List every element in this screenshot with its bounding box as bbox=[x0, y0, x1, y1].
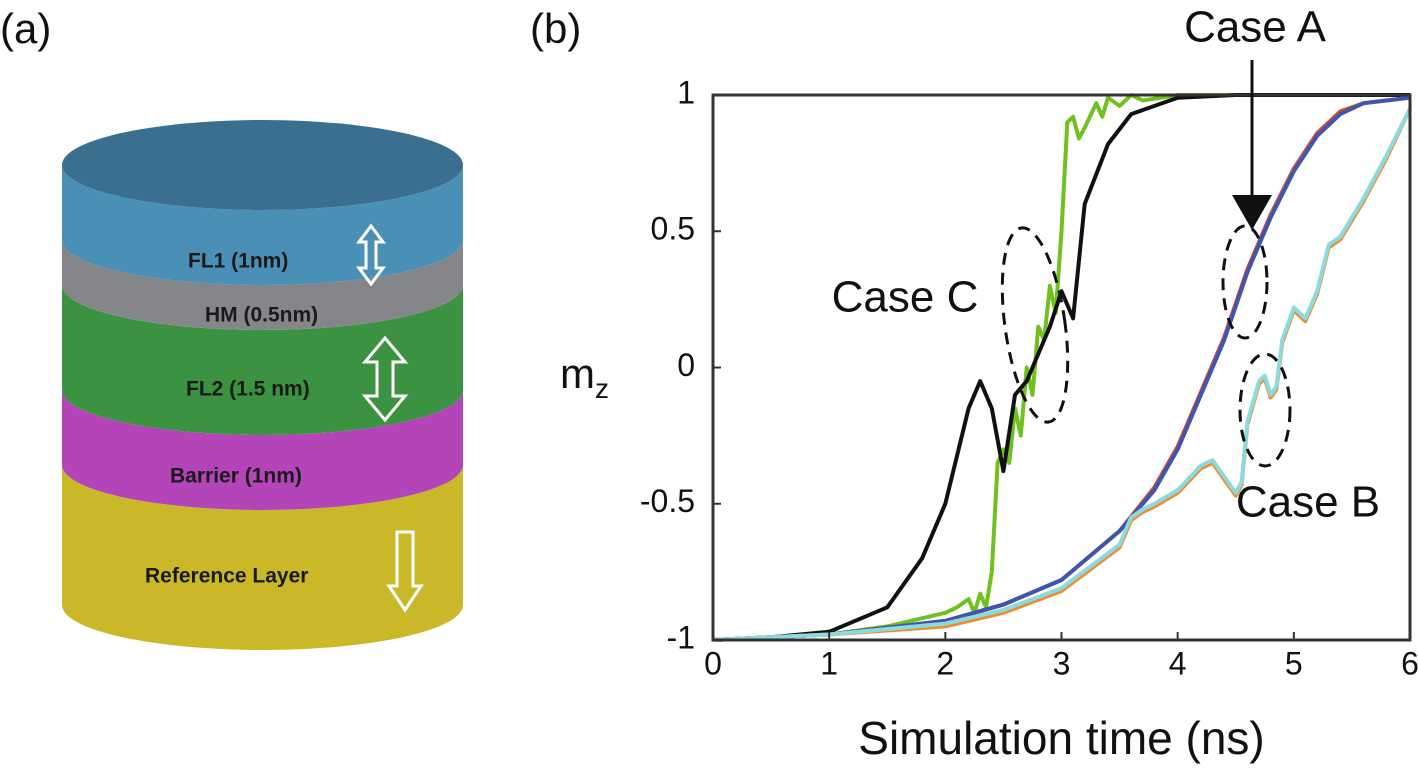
series-line bbox=[712, 107, 1412, 642]
cylinder bbox=[62, 120, 463, 650]
layer-barrier bbox=[62, 390, 463, 511]
series-line bbox=[712, 93, 1410, 642]
x-tick-label: 0 bbox=[704, 645, 722, 681]
x-axis-label: Simulation time (ns) bbox=[858, 712, 1264, 764]
y-axis-label-main: m bbox=[560, 350, 595, 397]
dashed-ellipse bbox=[1238, 352, 1292, 468]
cylinder-top bbox=[62, 120, 463, 210]
annotation-arrowhead bbox=[1232, 195, 1272, 230]
y-tick-label: 0.5 bbox=[651, 211, 695, 247]
layer-fl2 bbox=[62, 285, 463, 435]
series-line bbox=[712, 95, 1411, 642]
x-tick-label: 6 bbox=[1401, 645, 1418, 681]
annotation: Case B bbox=[1236, 478, 1380, 527]
layer-label: Barrier (1nm) bbox=[170, 465, 302, 488]
annotation: Case A bbox=[1184, 3, 1327, 52]
layer-label: FL1 (1nm) bbox=[188, 250, 288, 273]
x-tick-label: 3 bbox=[1053, 645, 1071, 681]
moment-arrows bbox=[356, 223, 424, 613]
annotation: Case C bbox=[832, 273, 979, 322]
dashed-ellipse bbox=[1000, 226, 1070, 424]
layer-reference bbox=[62, 465, 463, 650]
layer-label: FL2 (1.5 nm) bbox=[186, 378, 310, 401]
x-tick-label: 5 bbox=[1285, 645, 1303, 681]
layer-label: HM (0.5nm) bbox=[205, 304, 318, 327]
panel-label: (b) bbox=[530, 5, 581, 52]
x-tick-label: 1 bbox=[820, 645, 838, 681]
dashed-ellipse bbox=[1221, 224, 1269, 340]
y-tick-label: 1 bbox=[677, 74, 695, 110]
y-axis-label: mz bbox=[560, 350, 609, 404]
y-axis-label-sub: z bbox=[595, 373, 609, 404]
y-tick-label: -1 bbox=[667, 619, 695, 655]
y-tick-label: 0 bbox=[677, 347, 695, 383]
x-tick-label: 4 bbox=[1169, 645, 1187, 681]
layer-fl1 bbox=[62, 165, 463, 285]
panel-label: (a) bbox=[0, 5, 51, 52]
plot-area bbox=[713, 95, 1410, 640]
y-tick-label: -0.5 bbox=[640, 483, 695, 519]
layer-label: Reference Layer bbox=[145, 565, 308, 588]
x-tick-label: 2 bbox=[936, 645, 954, 681]
